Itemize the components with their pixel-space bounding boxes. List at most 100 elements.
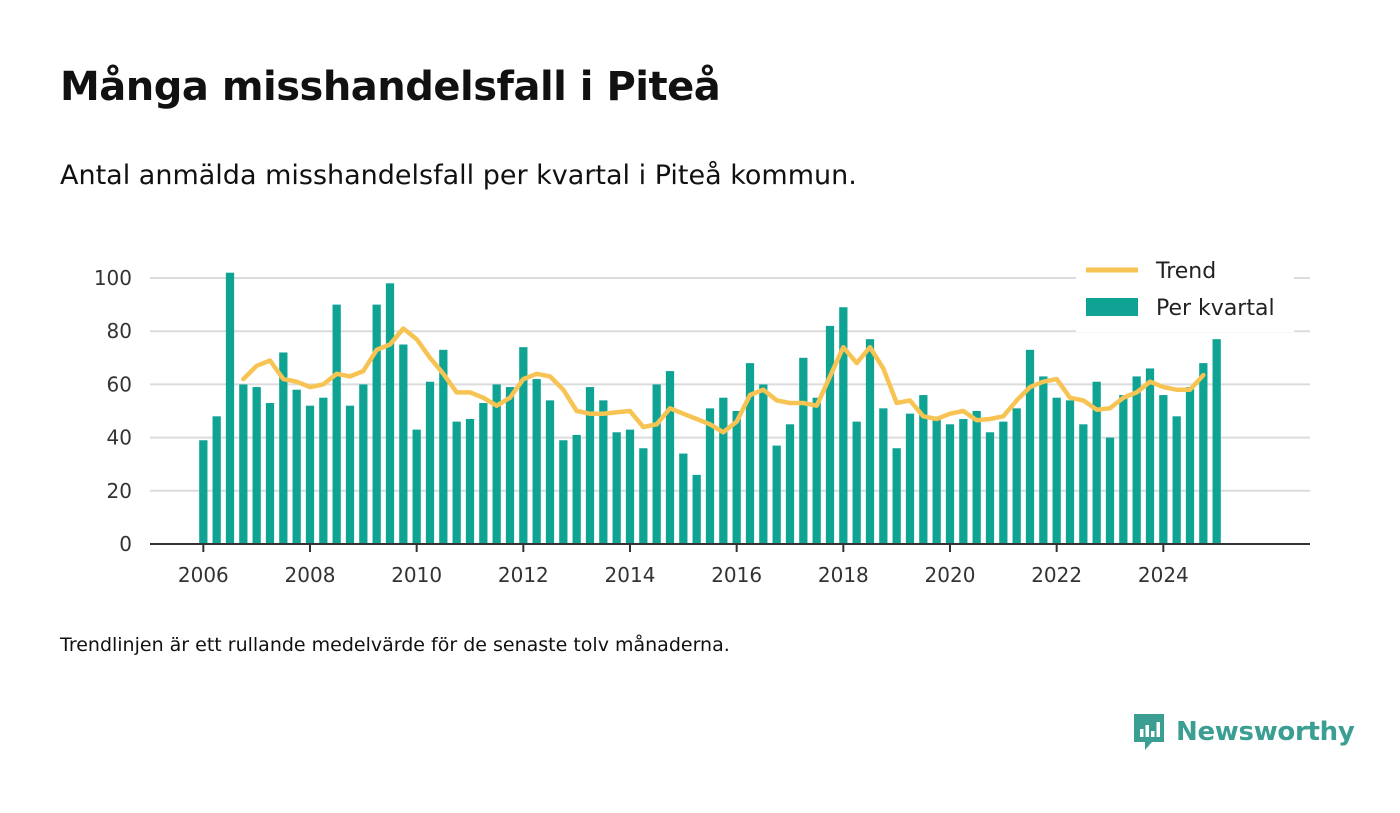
- bar: [972, 411, 981, 544]
- bar: [425, 381, 435, 544]
- bar: [625, 429, 635, 544]
- bar: [905, 413, 915, 544]
- bar: [252, 387, 261, 544]
- bar: [932, 418, 941, 544]
- bar: [639, 448, 648, 544]
- bar: [559, 440, 568, 544]
- bar: [919, 395, 928, 544]
- bar: [199, 440, 208, 544]
- bar: [225, 272, 235, 544]
- bar: [865, 339, 875, 544]
- bar: [599, 400, 608, 544]
- bar: [652, 384, 661, 544]
- bar: [359, 384, 368, 544]
- bar: [332, 304, 341, 544]
- bar: [439, 349, 448, 544]
- legend: Trend Per kvartal: [1076, 252, 1294, 332]
- bar: [679, 453, 688, 544]
- x-tick-label: 2008: [285, 563, 336, 587]
- bar: [959, 418, 968, 544]
- legend-trend-label: Trend: [1155, 259, 1216, 284]
- bar: [545, 400, 555, 544]
- bar: [305, 405, 315, 544]
- bar: [319, 397, 328, 544]
- bar: [692, 474, 701, 544]
- bar: [452, 421, 461, 544]
- y-tick-label: 0: [119, 532, 132, 556]
- bar: [1012, 408, 1021, 544]
- footnote: Trendlinjen är ett rullande medelvärde f…: [60, 634, 730, 656]
- chart-subtitle: Antal anmälda misshandelsfall per kvarta…: [60, 160, 857, 191]
- bar: [279, 352, 288, 544]
- brand-logo: Newsworthy: [1132, 712, 1355, 752]
- bar-series: [199, 272, 1221, 544]
- x-tick-label: 2024: [1138, 563, 1189, 587]
- bar: [492, 384, 501, 544]
- trend-line: [241, 326, 1206, 435]
- bar: [505, 387, 515, 544]
- bar: [1039, 376, 1048, 544]
- bar: [372, 304, 381, 544]
- bar: [1212, 339, 1221, 544]
- trend-series: [241, 326, 1206, 435]
- legend-background: [1076, 252, 1294, 332]
- bar: [412, 429, 421, 544]
- bar: [879, 408, 888, 544]
- x-tick-label: 2012: [498, 563, 549, 587]
- x-tick-label: 2014: [605, 563, 656, 587]
- bar: [985, 432, 995, 544]
- bar: [519, 347, 528, 544]
- bar: [999, 421, 1008, 544]
- bar: [1092, 381, 1101, 544]
- bar: [945, 424, 955, 544]
- bar: [799, 357, 808, 544]
- bar: [732, 411, 741, 544]
- bar: [759, 384, 768, 544]
- x-tick-label: 2022: [1031, 563, 1082, 587]
- legend-bar-swatch: [1086, 298, 1138, 316]
- axes: 0 20 40 60 80 100 2006 2008 2010 2012 2014 2016 2018…: [94, 266, 1310, 587]
- bar: [852, 421, 861, 544]
- bar: [1025, 349, 1035, 544]
- bar: [1172, 416, 1181, 544]
- x-tick-label: 2018: [818, 563, 869, 587]
- bar: [1105, 437, 1115, 544]
- bar: [212, 416, 221, 544]
- bar: [892, 448, 901, 544]
- bar: [1159, 395, 1168, 544]
- bar: [1145, 368, 1155, 544]
- bar: [812, 397, 821, 544]
- legend-bar-label: Per kvartal: [1156, 296, 1275, 321]
- bar: [1185, 387, 1195, 544]
- x-tick-label: 2010: [391, 563, 442, 587]
- bar: [612, 432, 621, 544]
- bar: [585, 387, 595, 544]
- bar: [785, 424, 795, 544]
- x-tick-label: 2020: [925, 563, 976, 587]
- bar: [399, 344, 408, 544]
- bar: [1132, 376, 1141, 544]
- bar: [705, 408, 715, 544]
- bar: [825, 325, 835, 544]
- bar: [239, 384, 248, 544]
- bar: [465, 418, 475, 544]
- bar: [572, 434, 581, 544]
- chart-title: Många misshandelsfall i Piteå: [60, 64, 721, 110]
- y-tick-label: 100: [94, 266, 132, 290]
- x-tick-label: 2016: [711, 563, 762, 587]
- bar: [385, 283, 395, 544]
- y-tick-label: 80: [107, 319, 132, 343]
- y-tick-label: 20: [107, 479, 132, 503]
- bar: [1065, 400, 1075, 544]
- bar: [745, 363, 755, 544]
- bar: [1199, 363, 1208, 544]
- bar: [719, 397, 728, 544]
- bar: [1119, 395, 1128, 544]
- bar: [479, 403, 488, 544]
- bar: [345, 405, 355, 544]
- bar: [1052, 397, 1061, 544]
- bar: [265, 403, 275, 544]
- newsworthy-logo-icon: [1134, 714, 1164, 750]
- bar: [1079, 424, 1088, 544]
- bar: [665, 371, 675, 544]
